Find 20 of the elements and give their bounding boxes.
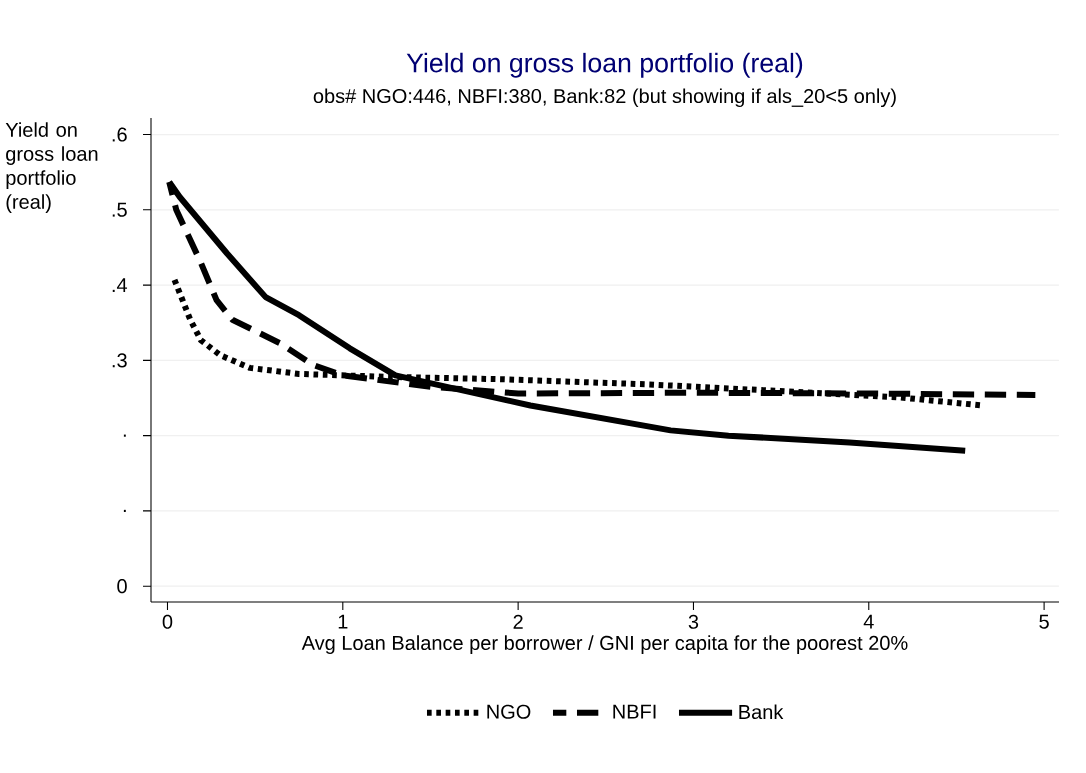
- x-tick-label: 2: [513, 614, 523, 629]
- x-tick-label: 3: [688, 614, 699, 629]
- x-tick-label: 1: [338, 614, 348, 629]
- chart-subtitle: obs# NGO:446, NBFI:380, Bank:82 (but showing if als_20<5 only): [313, 88, 896, 108]
- y-axis-title: Yield on gross loan portfolio (real): [5, 122, 98, 213]
- y-tick-label: .5: [112, 202, 127, 217]
- y-tick-label: .4: [112, 278, 128, 292]
- y-tick-label: .6: [112, 127, 127, 142]
- y-tick-label: .: [123, 434, 126, 437]
- y-tick-label: .3: [112, 353, 127, 368]
- legend-label: NBFI: [613, 704, 656, 719]
- chart-title: Yield on gross loan portfolio (real): [406, 52, 803, 78]
- x-tick-label: 0: [162, 614, 173, 629]
- y-tick-label: .: [123, 509, 126, 512]
- x-tick-label: 5: [1039, 614, 1049, 629]
- x-axis-title: Avg Loan Balance per borrower / GNI per capita for the poorest 20%: [301, 635, 908, 654]
- x-tick-label: 4: [863, 614, 874, 629]
- legend-label: NGO: [487, 704, 531, 719]
- y-tick-label: 0: [117, 579, 127, 594]
- legend-label: Bank: [739, 704, 784, 720]
